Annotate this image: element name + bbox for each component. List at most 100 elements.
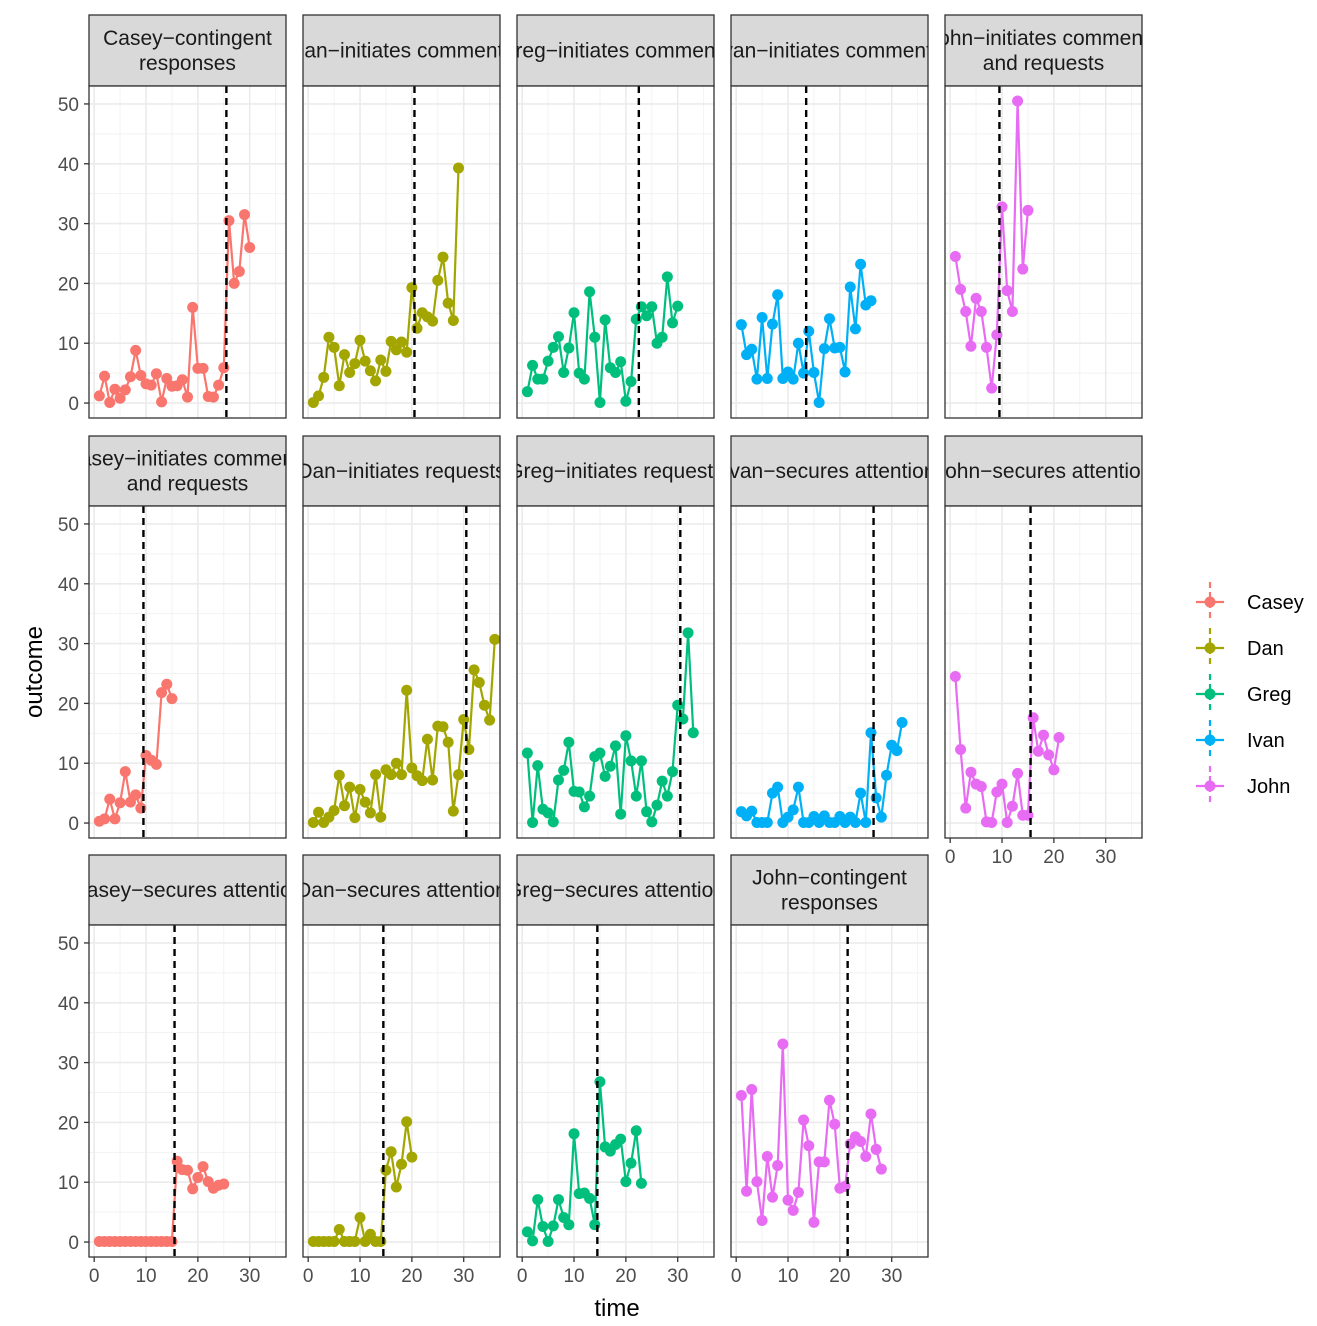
panel-border — [88, 924, 287, 1258]
strip-label-group: Dan−initiates comments — [303, 40, 500, 63]
data-point — [401, 684, 413, 696]
data-point — [328, 341, 340, 353]
data-point — [99, 813, 111, 825]
data-point — [798, 1114, 810, 1126]
strip-label-group: Casey−secures attention — [72, 879, 304, 902]
strip-label-group: Ivan−secures attention — [731, 460, 928, 483]
strip-label-group: Dan−secures attention — [303, 879, 500, 902]
data-point — [354, 784, 366, 796]
data-point — [344, 781, 356, 793]
data-point — [687, 727, 699, 739]
data-point — [390, 1181, 402, 1193]
data-point — [761, 373, 773, 385]
strip-label: Casey−secures attention — [72, 879, 304, 902]
y-tick-label: 40 — [58, 575, 79, 596]
data-point — [949, 250, 961, 262]
data-point — [625, 755, 637, 767]
data-point — [829, 1118, 841, 1130]
data-point — [233, 265, 245, 277]
data-point — [563, 1219, 575, 1231]
x-tick-label: 0 — [731, 1266, 742, 1287]
data-point — [965, 340, 977, 352]
data-point — [672, 699, 684, 711]
axes-layer: 0 10 20 30 40 50 0 10 20 30 40 50 0 10 20 30 0 10 20 30 40 50… — [58, 95, 1116, 1287]
legend-label: Ivan — [1247, 730, 1285, 752]
legend-key-point — [1204, 596, 1216, 608]
strip-label: Dan−initiates requests — [297, 460, 505, 483]
panel-border — [730, 505, 929, 839]
data-point — [599, 770, 611, 782]
data-point — [109, 383, 121, 395]
data-point — [594, 747, 606, 759]
data-point — [661, 790, 673, 802]
data-point — [150, 368, 162, 380]
data-point — [808, 367, 820, 379]
data-point — [547, 341, 559, 353]
strip-label-group: John−secures attention — [945, 460, 1142, 483]
data-point — [970, 292, 982, 304]
legend-key-point — [1204, 780, 1216, 792]
data-point — [453, 162, 465, 174]
strip-label: Greg−secures attention — [506, 879, 725, 902]
data-point — [447, 314, 459, 326]
data-point — [411, 322, 423, 334]
facet-panel: Dan−initiates requests — [297, 435, 505, 839]
data-point — [865, 1108, 877, 1120]
data-point — [635, 1177, 647, 1189]
data-point — [114, 392, 126, 404]
data-point — [406, 282, 418, 294]
data-point — [197, 362, 209, 374]
legend-entry-greg: Greg — [1196, 674, 1291, 714]
x-tick-label: 30 — [1095, 847, 1116, 868]
data-point — [751, 1176, 763, 1188]
data-point — [385, 769, 397, 781]
data-point — [855, 258, 867, 270]
facet-panel: Dan−initiates comments — [302, 14, 501, 419]
y-tick-label: 10 — [58, 754, 79, 775]
data-point — [568, 307, 580, 319]
data-point — [385, 335, 397, 347]
data-point — [761, 1151, 773, 1163]
legend-entry-john: John — [1196, 766, 1290, 806]
panel-border — [730, 85, 929, 419]
data-point — [975, 781, 987, 793]
data-point — [772, 781, 784, 793]
data-point — [313, 390, 325, 402]
data-point — [746, 805, 758, 817]
panel-background — [89, 506, 286, 838]
data-point — [489, 633, 501, 645]
data-point — [318, 371, 330, 383]
facet-panel: Dan−secures attention — [302, 854, 501, 1258]
data-point — [599, 314, 611, 326]
data-point — [359, 355, 371, 367]
strip-label: Greg−initiates requests — [507, 460, 724, 483]
x-tick-label: 20 — [829, 1266, 850, 1287]
data-point — [808, 1216, 820, 1228]
data-point — [1001, 816, 1013, 828]
y-tick-label: 50 — [58, 515, 79, 536]
panel-background — [303, 86, 500, 418]
data-point — [849, 816, 861, 828]
strip-label: Ivan−initiates comments — [717, 40, 943, 63]
data-point — [787, 373, 799, 385]
facet-panel: Greg−initiates requests — [507, 435, 724, 839]
y-tick-label: 0 — [68, 814, 79, 835]
data-point — [891, 745, 903, 757]
y-tick-label: 20 — [58, 1113, 79, 1134]
data-point — [625, 376, 637, 388]
panel-background — [517, 506, 714, 838]
data-point — [949, 670, 961, 682]
data-point — [547, 1220, 559, 1232]
data-point — [150, 758, 162, 770]
panel-border — [302, 505, 501, 839]
data-point — [427, 315, 439, 327]
data-point — [563, 736, 575, 748]
data-point — [156, 396, 168, 408]
panel-border — [516, 85, 715, 419]
data-point — [656, 331, 668, 343]
data-point — [187, 301, 199, 313]
data-point — [354, 1212, 366, 1224]
